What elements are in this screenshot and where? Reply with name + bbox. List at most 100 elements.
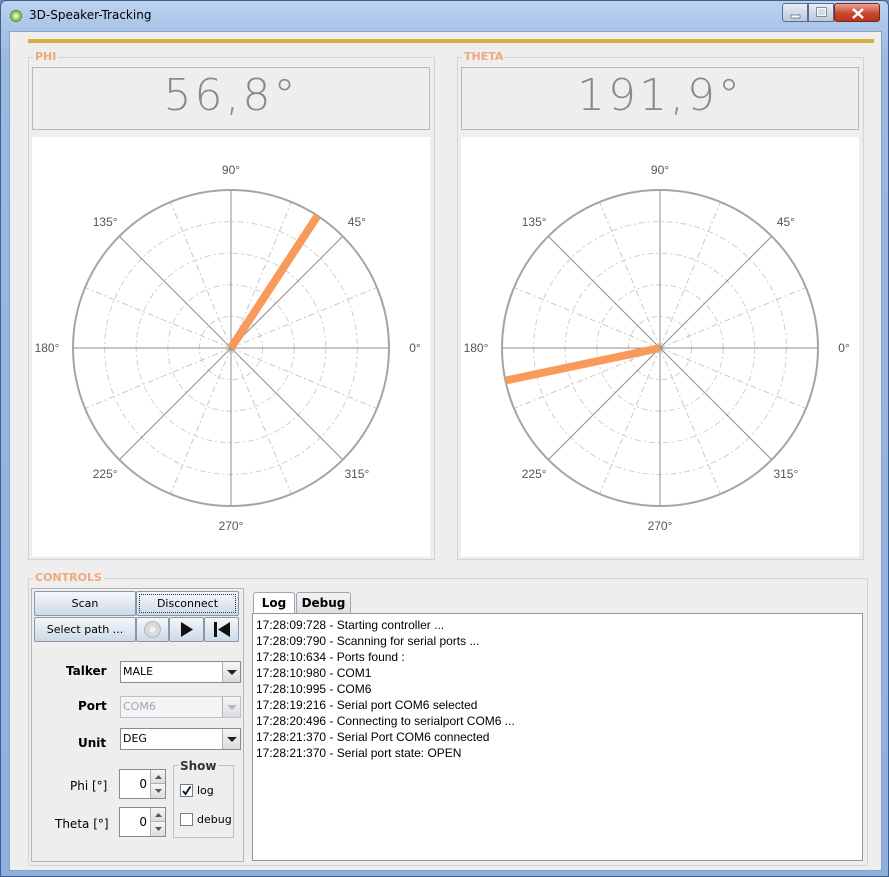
disconnect-button[interactable]: Disconnect — [136, 591, 239, 616]
log-line: 17:28:21:370 - Serial Port COM6 connecte… — [256, 730, 490, 744]
log-checkbox-label[interactable]: log — [197, 784, 214, 797]
polar-angle-label: 45° — [348, 215, 366, 229]
log-output[interactable]: 17:28:09:728 - Starting controller ... 17… — [252, 613, 863, 861]
log-line: 17:28:10:634 - Ports found : — [256, 650, 405, 664]
skip-back-icon — [214, 622, 230, 637]
theta-spinner[interactable]: 0 — [119, 807, 166, 837]
phi-panel: PHI 56,8° 90° 45° 135° 180° 0° 225° 315° 270° — [28, 50, 435, 560]
polar-minor-spoke — [230, 201, 292, 349]
tab-log[interactable]: Log — [253, 592, 295, 614]
polar-angle-label: 225° — [93, 467, 118, 481]
polar-major-spoke — [118, 347, 232, 461]
spinner-down-icon[interactable] — [150, 822, 165, 836]
spinner-up-icon[interactable] — [150, 770, 165, 784]
record-button[interactable] — [136, 617, 169, 642]
log-line: 17:28:19:216 - Serial port COM6 selected — [256, 698, 478, 712]
phi-readout-value: 56,8° — [163, 70, 299, 121]
controls-left-box: Scan Disconnect Select path ... Talker M… — [31, 588, 244, 862]
polar-angle-label: 135° — [522, 215, 547, 229]
show-group: Show log debug — [173, 759, 234, 838]
talker-label: Talker — [66, 664, 107, 678]
client-area: PHI 56,8° 90° 45° 135° 180° 0° 225° 315° 270° T… — [9, 31, 882, 871]
log-line: 17:28:10:980 - COM1 — [256, 666, 372, 680]
polar-angle-label: 225° — [522, 467, 547, 481]
controls-panel-title: CONTROLS — [33, 571, 104, 584]
log-line: 17:28:09:790 - Scanning for serial ports… — [256, 634, 480, 648]
polar-minor-spoke — [84, 347, 232, 409]
unit-select-value: DEG — [123, 732, 147, 745]
spinner-up-icon[interactable] — [150, 808, 165, 822]
polar-minor-spoke — [170, 347, 232, 495]
polar-angle-label: 270° — [648, 519, 673, 533]
play-button[interactable] — [169, 617, 204, 642]
unit-select[interactable]: DEG — [120, 728, 241, 750]
polar-minor-spoke — [659, 347, 807, 409]
polar-outer-ring — [501, 189, 819, 507]
polar-minor-spoke — [170, 201, 232, 349]
theta-spinner-value: 0 — [139, 815, 147, 829]
polar-minor-spoke — [599, 201, 661, 349]
spinner-down-icon[interactable] — [150, 784, 165, 798]
chevron-down-icon[interactable] — [222, 697, 240, 717]
play-icon — [181, 622, 193, 637]
log-line: 17:28:09:728 - Starting controller ... — [256, 618, 445, 632]
maximize-button[interactable] — [808, 3, 834, 22]
theta-panel: THETA 191,9° 90° 45° 135° 180° 0° 225° 315° 270… — [457, 50, 864, 560]
polar-angle-label: 270° — [219, 519, 244, 533]
phi-polar-plot: 90° 45° 135° 180° 0° 225° 315° 270° — [32, 137, 430, 557]
header-accent-bar — [28, 39, 874, 43]
polar-angle-label: 90° — [222, 163, 240, 177]
record-icon — [144, 621, 161, 638]
debug-checkbox[interactable] — [180, 813, 193, 826]
phi-input-label: Phi [°] — [70, 779, 108, 793]
polar-minor-spoke — [599, 347, 661, 495]
phi-spinner-value: 0 — [139, 777, 147, 791]
polar-minor-spoke — [230, 347, 292, 495]
log-line: 17:28:10:995 - COM6 — [256, 682, 372, 696]
theta-polar-svg: 90° 45° 135° 180° 0° 225° 315° 270° — [464, 163, 850, 533]
theta-readout-value: 191,9° — [577, 70, 743, 121]
select-path-button[interactable]: Select path ... — [34, 617, 136, 642]
port-label: Port — [78, 699, 107, 713]
polar-major-spoke — [547, 235, 661, 349]
polar-minor-spoke — [659, 201, 721, 349]
phi-polar-svg: 90° 45° 135° 180° 0° 225° 315° 270° — [35, 163, 421, 533]
chevron-down-icon[interactable] — [222, 662, 240, 682]
log-line: 17:28:20:496 - Connecting to serialport … — [256, 714, 515, 728]
polar-minor-spoke — [659, 287, 807, 349]
polar-minor-spoke — [230, 287, 378, 349]
app-icon — [10, 10, 22, 22]
polar-angle-label: 135° — [93, 215, 118, 229]
polar-minor-spoke — [84, 287, 232, 349]
polar-major-spoke — [659, 235, 773, 349]
polar-major-spoke — [230, 347, 344, 461]
talker-select-value: MALE — [123, 665, 154, 678]
talker-select[interactable]: MALE — [120, 661, 241, 683]
tab-debug[interactable]: Debug — [296, 592, 351, 614]
rewind-button[interactable] — [204, 617, 239, 642]
theta-readout: 191,9° — [461, 67, 859, 130]
minimize-button[interactable] — [782, 3, 808, 22]
debug-checkbox-label[interactable]: debug — [197, 813, 232, 826]
close-button[interactable] — [834, 3, 880, 22]
polar-minor-spoke — [659, 347, 721, 495]
chevron-down-icon[interactable] — [222, 729, 240, 749]
polar-outer-ring — [72, 189, 390, 507]
show-group-title: Show — [179, 759, 218, 773]
direction-needle — [227, 213, 321, 351]
title-bar[interactable]: 3D-Speaker-Tracking — [1, 1, 888, 31]
polar-major-spoke — [118, 235, 232, 349]
theta-polar-plot: 90° 45° 135° 180° 0° 225° 315° 270° — [461, 137, 859, 557]
polar-minor-spoke — [230, 347, 378, 409]
port-select-value: COM6 — [123, 700, 156, 713]
port-select[interactable]: COM6 — [120, 696, 241, 718]
log-checkbox[interactable] — [180, 784, 193, 797]
polar-angle-label: 45° — [777, 215, 795, 229]
window-title: 3D-Speaker-Tracking — [29, 8, 152, 22]
polar-major-spoke — [230, 235, 344, 349]
scan-button[interactable]: Scan — [34, 591, 136, 616]
controls-panel: CONTROLS Scan Disconnect Select path ...… — [28, 571, 868, 866]
theta-panel-title: THETA — [462, 50, 506, 63]
minimize-icon — [790, 14, 801, 19]
phi-spinner[interactable]: 0 — [119, 769, 166, 799]
